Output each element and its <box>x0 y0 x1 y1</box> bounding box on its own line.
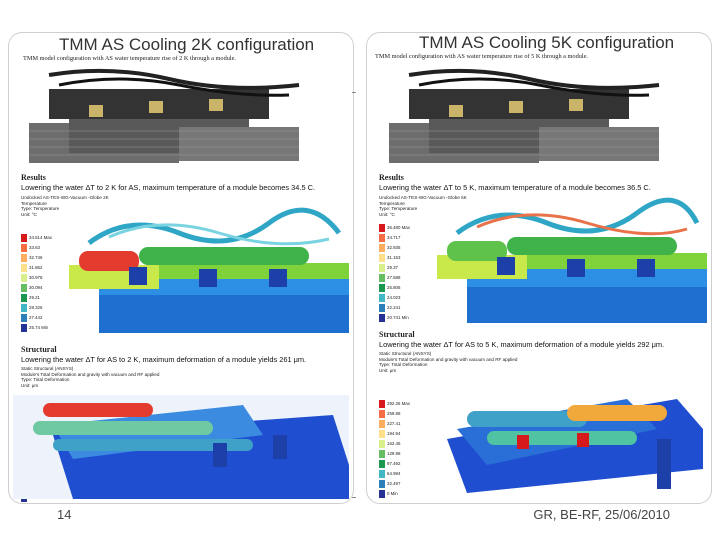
right-panel-5k: TMM AS Cooling 5K configuration TMM mode… <box>366 32 712 504</box>
panel-title: TMM AS Cooling 2K configuration <box>59 35 315 54</box>
legend-swatch <box>379 313 385 322</box>
legend-swatch <box>379 469 385 478</box>
legend-swatch <box>379 263 385 272</box>
legend-swatch <box>379 419 385 428</box>
legend-swatch <box>379 273 385 282</box>
cad-model-image <box>29 68 300 163</box>
legend-swatch <box>379 283 385 292</box>
legend-swatch <box>379 429 385 438</box>
legend-swatch <box>21 263 27 272</box>
panel-subtitle: TMM model configuration with AS water te… <box>23 55 236 62</box>
legend-swatch <box>379 479 385 488</box>
legend-swatch <box>21 313 27 322</box>
legend-swatch <box>379 489 385 498</box>
structural-meta: Static Structural (ANSYS) Module's Total … <box>21 366 160 388</box>
results-heading: Results <box>379 173 404 182</box>
thermal-meta: Undocked AS-TES-WG-Vacuum -Globe 2K Tempe… <box>21 195 109 217</box>
structural-plot-image <box>447 399 703 493</box>
legend-swatch <box>379 223 385 232</box>
structural-legend: 292.36 Max 259.88 227.41 194.94 162.46 1… <box>379 399 410 499</box>
results-heading: Results <box>21 173 46 182</box>
thermal-legend: 34.514 Max 33.63 32.746 31.862 30.978 30… <box>21 233 52 333</box>
structural-heading: Structural <box>379 330 415 339</box>
legend-swatch <box>21 293 27 302</box>
thermal-legend: 36.480 Max 34.717 32.935 31.153 29.37 27… <box>379 223 410 323</box>
legend-swatch <box>379 399 385 408</box>
legend-swatch <box>21 303 27 312</box>
legend-swatch <box>21 233 27 242</box>
legend-swatch <box>379 439 385 448</box>
legend-swatch <box>21 283 27 292</box>
legend-swatch <box>379 409 385 418</box>
page-number: 14 <box>57 507 72 522</box>
legend-swatch <box>379 253 385 262</box>
legend-swatch <box>379 233 385 242</box>
results-text: Lowering the water ΔT to 2 K for AS, max… <box>21 183 315 192</box>
legend-swatch <box>21 323 27 332</box>
thermal-meta: Undocked AS-TES-WG-Vacuum -Globe 5K Tempe… <box>379 195 467 217</box>
results-text: Lowering the water ΔT to 5 K, maximum te… <box>379 183 651 192</box>
panel-title: TMM AS Cooling 5K configuration <box>419 33 675 52</box>
panel-subtitle: TMM model configuration with AS water te… <box>375 53 588 60</box>
left-panel-2k: TMM AS Cooling 2K configuration TMM mode… <box>8 32 354 504</box>
structural-text: Lowering the water ΔT for AS to 5 K, max… <box>379 340 665 349</box>
legend-swatch <box>21 273 27 282</box>
legend-swatch <box>21 243 27 252</box>
thermal-plot-image <box>69 207 349 333</box>
legend-swatch <box>21 253 27 262</box>
structural-plot-image <box>13 395 349 499</box>
thermal-plot-image <box>437 197 707 323</box>
structural-heading: Structural <box>21 345 57 354</box>
structural-meta: Static Structural (ANSYS) Module's Total … <box>379 351 518 373</box>
legend-swatch <box>379 243 385 252</box>
legend-swatch <box>379 303 385 312</box>
legend-swatch <box>379 293 385 302</box>
structural-text: Lowering the water ΔT for AS to 2 K, max… <box>21 355 307 364</box>
legend-swatch <box>379 459 385 468</box>
cad-model-image <box>389 68 660 163</box>
footer-text: GR, BE-RF, 25/06/2010 <box>533 507 670 522</box>
divider-mark <box>352 92 356 93</box>
legend-swatch <box>379 449 385 458</box>
divider-mark <box>352 497 356 498</box>
